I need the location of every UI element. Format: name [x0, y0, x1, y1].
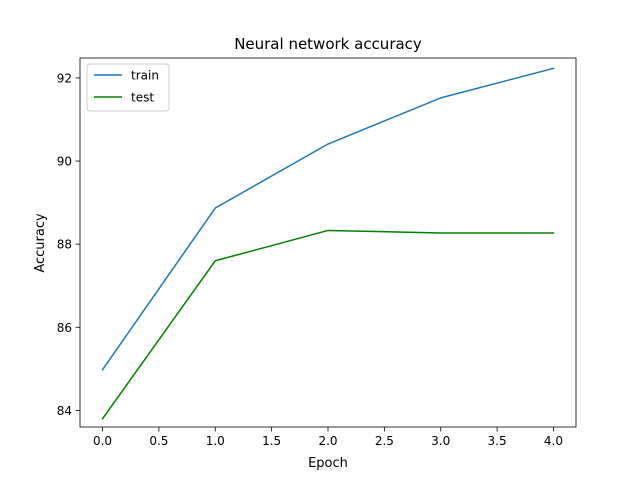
x-tick-label: 2.0 — [318, 434, 337, 448]
chart-title: Neural network accuracy — [234, 35, 422, 53]
x-tick-label: 0.5 — [149, 434, 168, 448]
series-line-test — [101, 229, 555, 420]
y-axis-label: Accuracy — [33, 213, 48, 273]
x-tick-label: 1.0 — [206, 434, 225, 448]
y-tick-label: 90 — [57, 155, 72, 169]
y-tick-label: 84 — [57, 404, 72, 418]
x-tick-label: 1.5 — [262, 434, 281, 448]
y-tick-label: 92 — [57, 71, 72, 85]
x-tick-label: 2.5 — [375, 434, 394, 448]
legend-label-train: train — [131, 69, 159, 83]
x-tick-label: 4.0 — [544, 434, 563, 448]
legend-label-test: test — [131, 91, 154, 105]
x-tick-label: 0.0 — [93, 434, 112, 448]
y-tick-label: 86 — [57, 321, 72, 335]
x-tick-label: 3.5 — [488, 434, 507, 448]
plot-area: 0.0 0.5 1.0 1.5 2.0 2.5 3.0 3.5 4.0 84 86 88 90 92 tra… — [57, 57, 577, 448]
y-tick-label: 88 — [57, 238, 72, 252]
x-axis-label: Epoch — [308, 456, 348, 471]
x-tick-label: 3.0 — [431, 434, 450, 448]
series-line-train — [101, 67, 555, 371]
